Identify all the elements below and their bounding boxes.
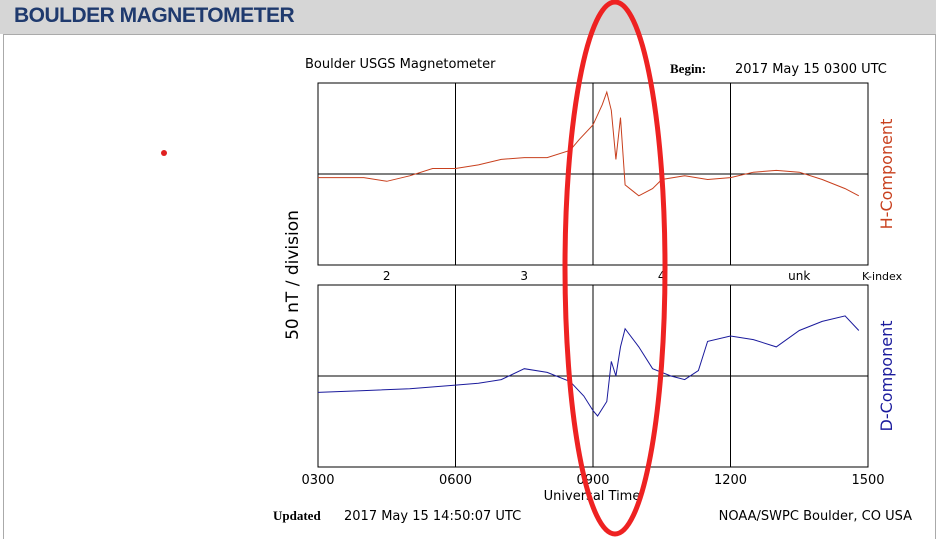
legend-label: D-Component — [877, 321, 896, 432]
begin-label: Begin: — [670, 61, 706, 76]
annotation-dot — [161, 150, 167, 156]
k-index-value: 3 — [520, 269, 528, 283]
x-tick-label: 1200 — [714, 473, 747, 488]
y-axis-label: 50 nT / division — [283, 210, 303, 340]
begin-time: 2017 May 15 0300 UTC — [735, 62, 887, 77]
header: BOULDER MAGNETOMETER — [0, 0, 936, 34]
legend-label: H-Component — [877, 119, 896, 230]
series-line — [317, 315, 860, 417]
series-line — [318, 90, 860, 197]
chart-title: Boulder USGS Magnetometer — [305, 57, 496, 72]
updated-time: 2017 May 15 14:50:07 UTC — [344, 509, 521, 524]
credit: NOAA/SWPC Boulder, CO USA — [719, 509, 912, 524]
annotation-ellipse — [562, 0, 668, 537]
k-index-value: unk — [788, 269, 810, 283]
x-tick-label: 0600 — [439, 473, 472, 488]
header-title: BOULDER MAGNETOMETER — [14, 4, 295, 27]
k-index-value: 4 — [658, 269, 666, 283]
k-index-value: 2 — [383, 269, 391, 283]
k-index-label: K-index — [862, 270, 903, 283]
updated-label: Updated — [273, 508, 321, 523]
x-tick-label: 0300 — [301, 473, 334, 488]
x-tick-label: 1500 — [851, 473, 884, 488]
